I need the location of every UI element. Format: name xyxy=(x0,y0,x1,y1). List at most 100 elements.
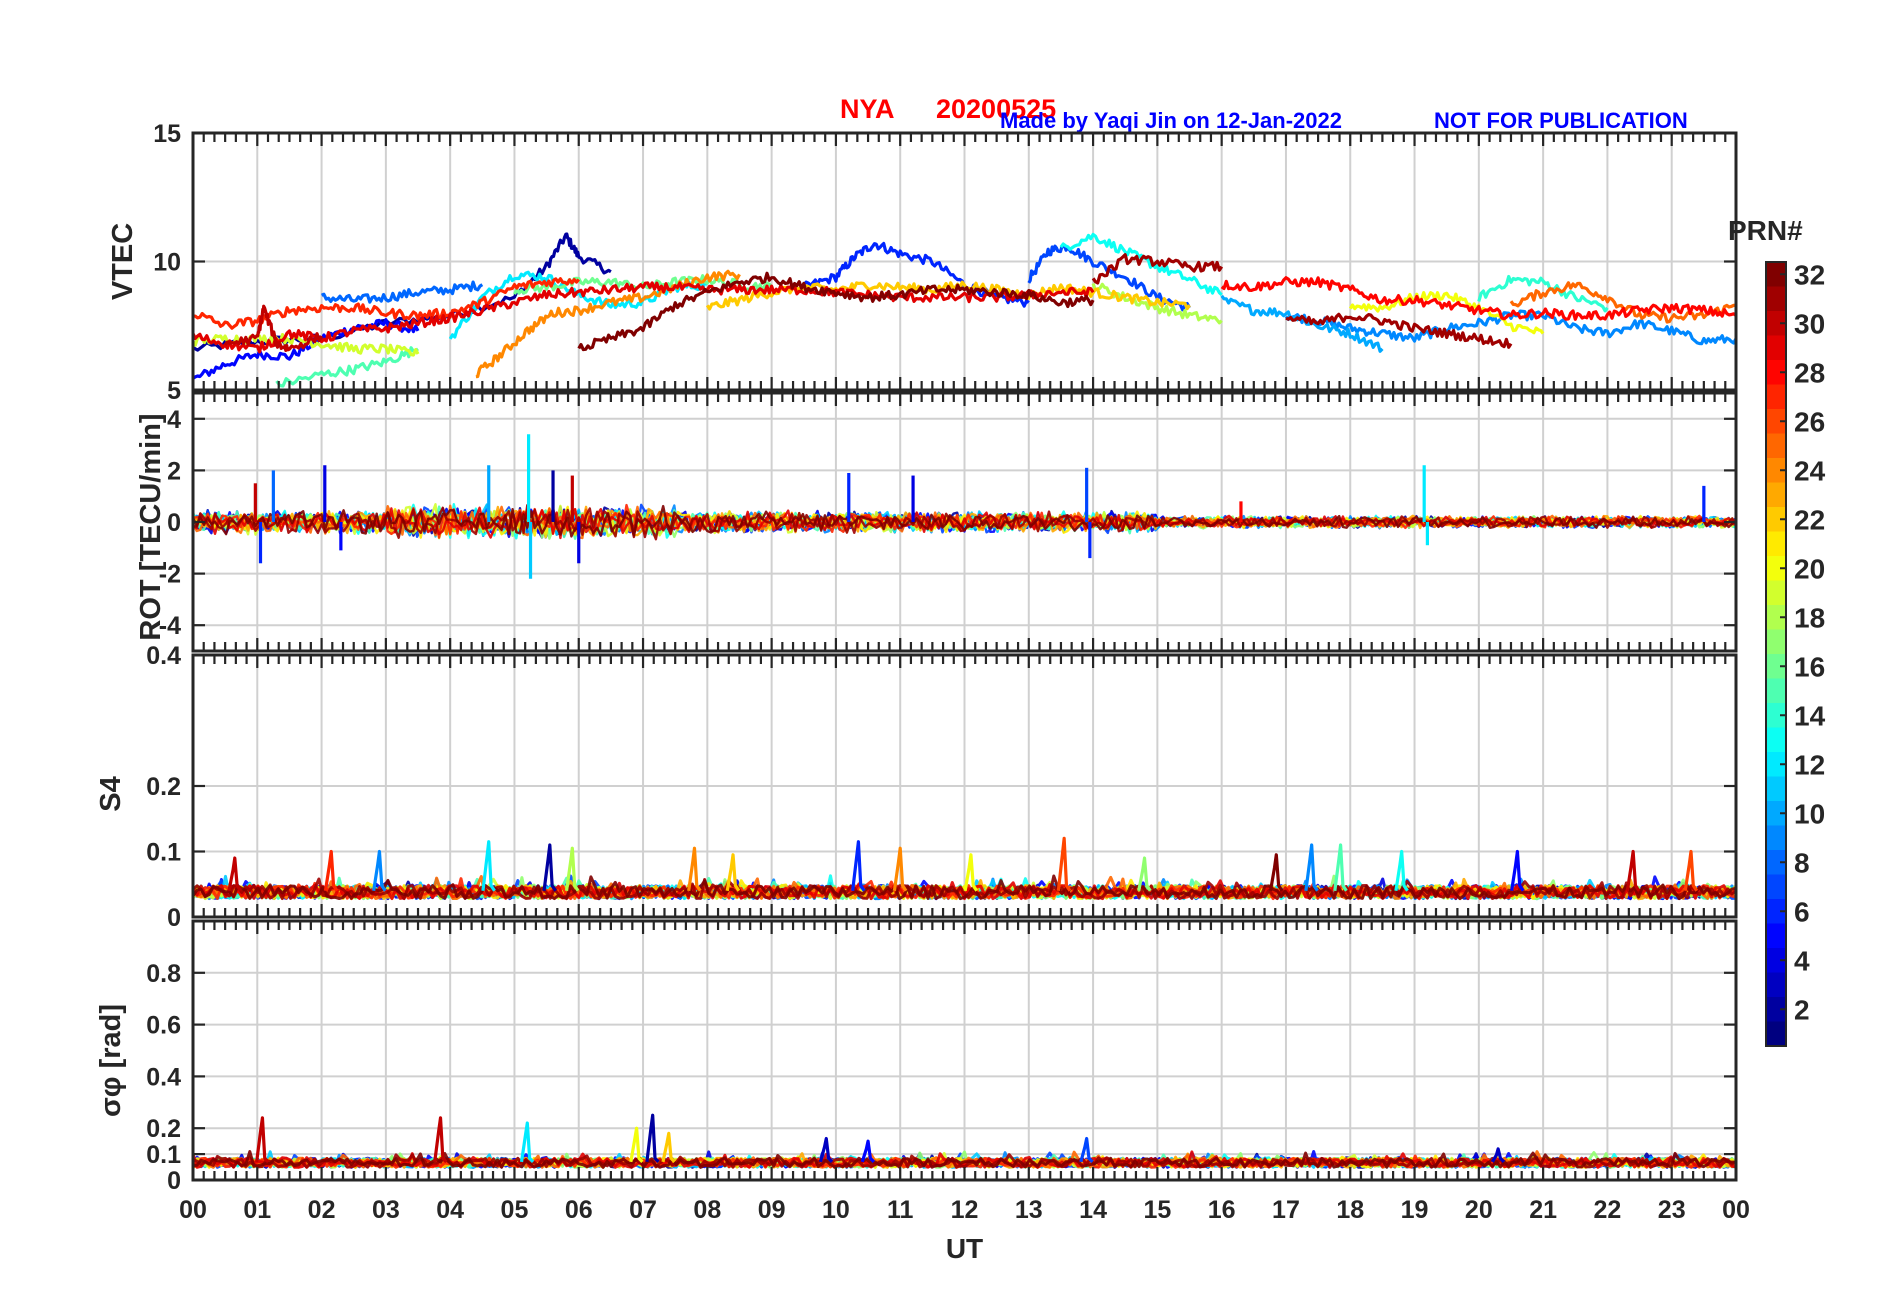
x-tick-label: 18 xyxy=(1336,1196,1364,1224)
colorbar-tick-label: 28 xyxy=(1794,357,1825,388)
plot-area xyxy=(193,232,1736,388)
colorbar-tick-label: 18 xyxy=(1794,602,1825,633)
colorbar-label: PRN# xyxy=(1728,215,1803,246)
observation-date: 20200525 xyxy=(936,94,1056,124)
colorbar-segment xyxy=(1766,384,1786,410)
vtec-series-line xyxy=(193,277,580,330)
colorbar-segment xyxy=(1766,580,1786,606)
colorbar-segment xyxy=(1766,433,1786,459)
vtec-series-line xyxy=(1348,291,1545,335)
colorbar-segment xyxy=(1766,727,1786,753)
y-tick-label: 0.4 xyxy=(146,1063,181,1091)
colorbar-segment xyxy=(1766,531,1786,557)
colorbar-segment xyxy=(1766,507,1786,533)
x-tick-label: 17 xyxy=(1272,1196,1300,1224)
x-axis-label: UT xyxy=(946,1233,983,1264)
y-axis-label: S4 xyxy=(95,776,127,811)
x-axis: 00 01 02 03 04 05 06 07 08 09 10 11 12 13 14 15 16 17 18 19… xyxy=(179,1196,1750,1264)
colorbar-segment xyxy=(1766,948,1786,974)
x-tick-label: 16 xyxy=(1208,1196,1236,1224)
y-axis-label: σφ [rad] xyxy=(95,1004,127,1117)
s4-spike xyxy=(481,840,496,892)
colorbar-tick-label: 30 xyxy=(1794,308,1825,339)
colorbar-tick-label: 26 xyxy=(1794,406,1825,437)
y-tick-label: 0.1 xyxy=(146,1141,181,1169)
x-tick-label: 08 xyxy=(693,1196,721,1224)
y-tick-label: 0.4 xyxy=(146,642,181,670)
x-tick-label: 12 xyxy=(951,1196,979,1224)
vtec-series-line xyxy=(1091,282,1223,325)
sigma-phi-spike xyxy=(1079,1136,1094,1163)
colorbar-tick-label: 32 xyxy=(1794,259,1825,290)
y-tick-label: 4 xyxy=(167,406,181,434)
vtec-series-line xyxy=(1285,312,1513,349)
x-tick-label: 22 xyxy=(1594,1196,1622,1224)
plot-area xyxy=(193,836,1736,901)
vtec-series-line xyxy=(321,280,484,304)
y-tick-label: 0.6 xyxy=(146,1012,181,1040)
rot-series-line xyxy=(193,504,1736,538)
station-code: NYA xyxy=(840,94,895,124)
panels-layer: 51015-4-202400.10.20.400.10.20.40.60.8VT… xyxy=(95,120,1738,1195)
sigma-phi-spike xyxy=(629,1126,644,1163)
vtec-series-line xyxy=(275,346,419,388)
x-tick-label: 11 xyxy=(887,1196,914,1224)
y-axis-label: VTEC xyxy=(107,223,139,300)
s4-spike xyxy=(963,853,979,892)
s4-spike xyxy=(564,846,580,892)
colorbar-segment xyxy=(1766,335,1786,361)
s4-spike xyxy=(1333,843,1348,892)
x-tick-label: 19 xyxy=(1401,1196,1429,1224)
x-tick-label: 05 xyxy=(501,1196,529,1224)
s4-spike xyxy=(1268,853,1284,892)
vtec-series-line xyxy=(1059,232,1223,297)
x-tick-label: 02 xyxy=(308,1196,336,1224)
colorbar-segment xyxy=(1766,556,1786,582)
x-minor-ticks xyxy=(191,655,1738,917)
vtec-series-line xyxy=(193,281,1095,354)
y-tick-label: -2 xyxy=(159,561,181,589)
vtec-series-line xyxy=(1284,309,1736,346)
panel-4: 00.10.2 0.4 0.6 0.8 xyxy=(146,919,1738,1195)
colorbar-tick-label: 20 xyxy=(1794,553,1825,584)
s4-spike xyxy=(851,840,866,892)
s4-spike xyxy=(542,843,557,892)
colorbar-segment xyxy=(1766,629,1786,655)
s4-spike xyxy=(892,846,908,892)
y-tick-label: 15 xyxy=(153,120,181,148)
x-tick-label: 15 xyxy=(1143,1196,1171,1224)
colorbar-segment xyxy=(1766,360,1786,386)
s4-spike xyxy=(1683,849,1699,892)
credit-line: Made by Yaqi Jin on 12-Jan-2022 xyxy=(1000,108,1342,133)
rot-series-line xyxy=(193,506,1736,540)
colorbar-segment xyxy=(1766,776,1786,802)
colorbar-segment xyxy=(1766,482,1786,508)
colorbar-segment xyxy=(1766,262,1786,288)
colorbar-segment xyxy=(1766,409,1786,435)
colorbar-segment xyxy=(1766,972,1786,998)
x-tick-label: 20 xyxy=(1465,1196,1493,1224)
x-tick-label: 23 xyxy=(1658,1196,1686,1224)
x-tick-label: 07 xyxy=(629,1196,657,1224)
x-minor-ticks xyxy=(191,133,1738,390)
grid xyxy=(193,133,1736,390)
colorbar-segment xyxy=(1766,458,1786,484)
vtec-series-line xyxy=(1091,253,1224,285)
colorbar-frame xyxy=(1765,261,1787,1047)
plot-area xyxy=(193,434,1736,579)
panel-2: -4 -2 0 2 4 xyxy=(159,391,1738,653)
y-tick-label: 0.2 xyxy=(146,773,181,801)
s4-series-line xyxy=(193,877,1736,901)
colorbar-segment xyxy=(1766,997,1786,1023)
s4-spike xyxy=(227,856,242,892)
panel-1: 5 10 15 xyxy=(153,120,1738,405)
colorbar-segment xyxy=(1766,1021,1786,1047)
sigma-phi-spike xyxy=(645,1113,660,1163)
sigma-phi-spike xyxy=(519,1121,535,1163)
s4-series-line xyxy=(193,874,1736,901)
colorbar-segment xyxy=(1766,850,1786,876)
colorbar-segment xyxy=(1766,605,1786,631)
sigma-phi-spike xyxy=(255,1116,270,1163)
colorbar-tick-label: 12 xyxy=(1794,749,1825,780)
y-tick-label: 0.2 xyxy=(146,1115,181,1143)
